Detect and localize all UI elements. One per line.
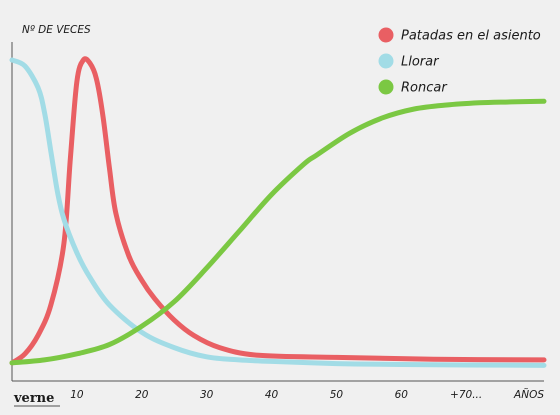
series-line-roncar <box>9 98 547 366</box>
x-tick-labels: 10 20 30 40 50 60 +70... <box>70 389 482 401</box>
series-line-llorar <box>9 57 547 368</box>
x-tick-label: 60 <box>395 389 409 401</box>
legend-label-llorar: Llorar <box>401 55 440 70</box>
legend-label-roncar: Roncar <box>401 81 448 96</box>
x-axis-label: AÑOS <box>513 388 544 401</box>
legend-marker-roncar <box>378 79 394 95</box>
verne-logo: verne <box>13 391 60 407</box>
x-tick-label: 50 <box>330 389 344 401</box>
legend-label-patadas-en-el-asiento: Patadas en el asiento <box>401 29 541 44</box>
x-tick-label: 40 <box>265 389 279 401</box>
x-tick-label: 30 <box>200 389 214 401</box>
x-tick-label: +70... <box>450 389 482 401</box>
x-tick-label: 20 <box>135 389 149 401</box>
series-line-patadas-en-el-asiento <box>9 56 547 366</box>
legend-marker-patadas-en-el-asiento <box>378 27 394 43</box>
axes <box>11 42 544 382</box>
legend-marker-llorar <box>378 53 394 69</box>
verne-logo-text: verne <box>13 391 54 406</box>
x-tick-label: 10 <box>70 389 84 401</box>
legend: Patadas en el asiento Llorar Roncar <box>378 27 541 96</box>
series-lines <box>9 56 547 368</box>
y-axis-label: Nº DE VECES <box>22 24 91 36</box>
